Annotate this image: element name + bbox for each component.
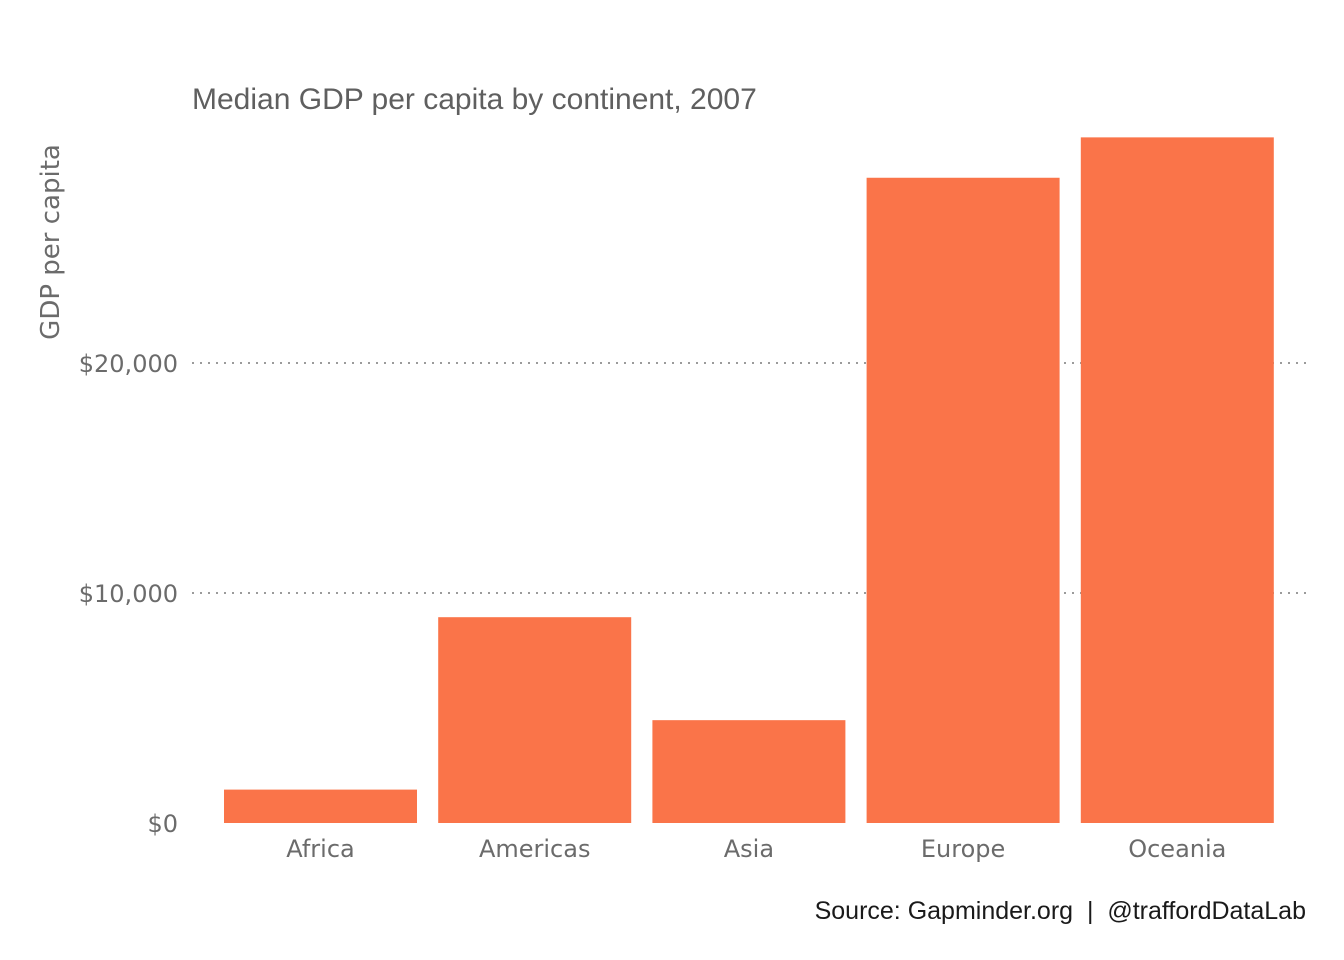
bar-americas (438, 617, 632, 823)
bars (224, 137, 1274, 823)
x-tick-label: Oceania (1128, 835, 1226, 863)
bar-africa (224, 789, 417, 823)
x-axis-ticks: Africa Americas Asia Europe Oceania (286, 835, 1226, 863)
bar-asia (652, 720, 846, 823)
x-tick-label: Europe (921, 835, 1005, 863)
y-tick-label: $20,000 (79, 350, 178, 378)
bar-oceania (1080, 137, 1274, 823)
source-caption: Source: Gapminder.org | @traffordDataLab (815, 897, 1306, 925)
y-tick-label: $10,000 (79, 580, 178, 608)
bar-europe (866, 177, 1060, 823)
x-tick-label: Americas (479, 835, 591, 863)
chart-title: Median GDP per capita by continent, 2007 (192, 83, 757, 116)
x-tick-label: Africa (286, 835, 354, 863)
y-tick-label: $0 (147, 810, 178, 838)
y-axis-ticks: $0 $10,000 $20,000 (79, 350, 178, 838)
x-tick-label: Asia (724, 835, 774, 863)
y-axis-label: GDP per capita (36, 144, 66, 340)
